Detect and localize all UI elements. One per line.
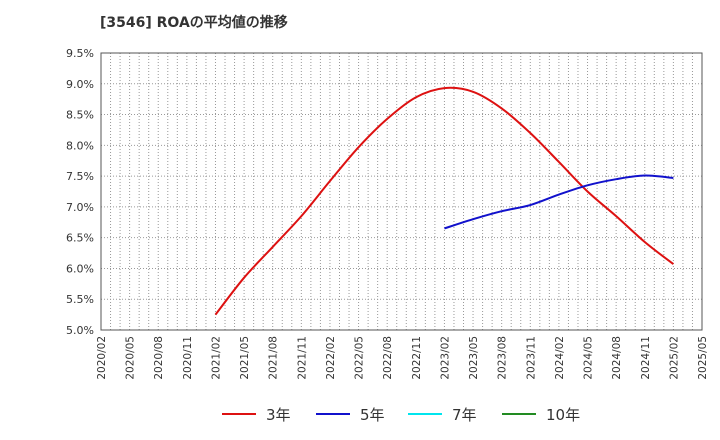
y-tick-label: 6.0%	[66, 262, 94, 275]
y-tick-label: 5.0%	[66, 324, 94, 337]
plot-border	[100, 52, 703, 331]
x-tick-label: 2024/02	[554, 336, 566, 380]
y-tick-label: 6.5%	[66, 232, 94, 245]
x-tick-label: 2023/05	[468, 336, 480, 380]
x-tick-label: 2024/08	[611, 336, 623, 380]
series-line-0	[214, 86, 674, 316]
x-tick-label: 2020/05	[125, 336, 137, 380]
series-line-1	[444, 174, 674, 230]
x-tick-label: 2021/02	[210, 336, 222, 380]
x-tick-label: 2022/05	[354, 336, 366, 380]
y-tick-label: 8.0%	[66, 139, 94, 152]
plot-area	[101, 53, 702, 330]
x-tick-label: 2022/08	[382, 336, 394, 380]
y-tick-label: 7.0%	[66, 201, 94, 214]
x-tick-label: 2021/11	[296, 336, 308, 380]
x-tick-label: 2022/02	[325, 336, 337, 380]
x-tick-label: 2020/11	[182, 336, 194, 380]
x-tick-label: 2025/05	[697, 336, 709, 380]
legend-swatch-10y	[502, 413, 536, 415]
legend-label-5y: 5年	[360, 405, 385, 424]
legend-item-3y[interactable]: 3年	[222, 402, 291, 426]
y-tick-label: 5.5%	[66, 293, 94, 306]
legend-item-5y[interactable]: 5年	[316, 402, 385, 426]
y-tick-label: 7.5%	[66, 170, 94, 183]
x-tick-label: 2021/08	[268, 336, 280, 380]
x-tick-label: 2024/05	[583, 336, 595, 380]
legend-swatch-5y	[316, 413, 350, 415]
x-tick-label: 2025/02	[668, 336, 680, 380]
y-tick-label: 9.0%	[66, 78, 94, 91]
x-tick-label: 2021/05	[239, 336, 251, 380]
x-tick-label: 2020/02	[96, 336, 108, 380]
y-tick-label: 8.5%	[66, 109, 94, 122]
chart-legend: 3年 5年 7年 10年	[0, 402, 720, 426]
chart-title: [3546] ROAの平均値の推移	[100, 15, 288, 31]
legend-item-10y[interactable]: 10年	[502, 402, 580, 426]
x-tick-label: 2022/11	[411, 336, 423, 380]
x-tick-label: 2024/11	[640, 336, 652, 380]
x-tick-label: 2023/11	[525, 336, 537, 380]
legend-label-10y: 10年	[546, 405, 581, 424]
legend-item-7y[interactable]: 7年	[408, 402, 477, 426]
legend-swatch-7y	[408, 413, 442, 415]
x-tick-label: 2020/08	[153, 336, 165, 380]
x-tick-label: 2023/02	[439, 336, 451, 380]
legend-swatch-3y	[222, 413, 256, 415]
y-tick-label: 9.5%	[66, 47, 94, 60]
x-tick-label: 2023/08	[497, 336, 509, 380]
legend-label-7y: 7年	[452, 405, 477, 424]
legend-label-3y: 3年	[266, 405, 291, 424]
